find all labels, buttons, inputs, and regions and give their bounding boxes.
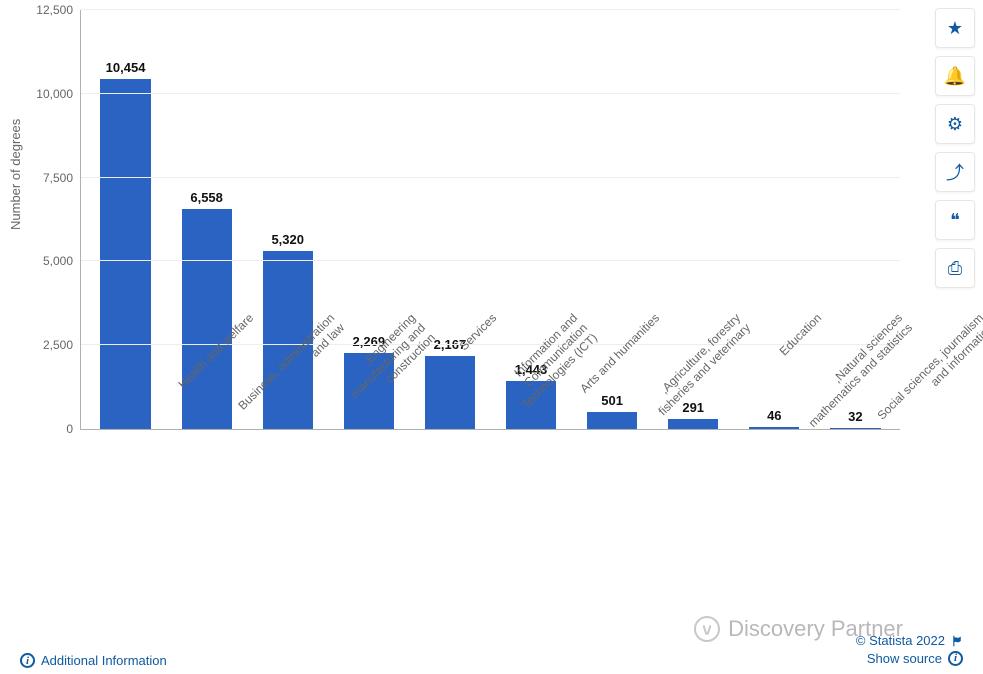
bar[interactable] [182, 209, 232, 429]
y-tick-label: 7,500 [43, 171, 73, 185]
x-label-slot: Business, administration and law [165, 432, 246, 602]
bar-value-label: 501 [601, 393, 623, 408]
x-label-slot: Engineering, manufacturing and construct… [246, 432, 327, 602]
bar-slot: 10,454 [85, 10, 166, 429]
x-label-slot: Information and Communication Technologi… [409, 432, 490, 602]
copyright-line: © Statista 2022 [856, 632, 963, 650]
gridline [81, 177, 900, 178]
x-label-slot: Agriculture, forestry, fisheries and vet… [571, 432, 652, 602]
additional-information-link[interactable]: i Additional Information [20, 653, 167, 668]
print-button[interactable]: ⎙ [935, 248, 975, 288]
y-tick-label: 12,500 [36, 3, 73, 17]
chart-footer: i Additional Information © Statista 2022… [20, 632, 963, 668]
bar-value-label: 32 [848, 409, 862, 424]
info-icon: i [20, 653, 35, 668]
show-source-label: Show source [867, 650, 942, 668]
x-label-slot: Natural sciences, mathematics and statis… [734, 432, 815, 602]
bar-value-label: 10,454 [106, 60, 146, 75]
quote-icon: ❝ [950, 210, 960, 231]
share-button[interactable]: ⤴ [935, 152, 975, 192]
y-axis-title: Number of degrees [8, 119, 23, 230]
favorite-button[interactable]: ★ [935, 8, 975, 48]
notify-button[interactable]: 🔔 [935, 56, 975, 96]
gridline [81, 93, 900, 94]
share-icon: ⤴ [946, 159, 964, 185]
footer-right: © Statista 2022 Show source i [856, 632, 963, 668]
y-tick-label: 5,000 [43, 254, 73, 268]
x-label-slot: Arts and humanities [490, 432, 571, 602]
bar-value-label: 291 [682, 400, 704, 415]
x-axis-labels: Health and welfareBusiness, administrati… [80, 432, 900, 602]
x-label-slot: Health and welfare [84, 432, 165, 602]
gear-icon: ⚙ [947, 114, 963, 135]
y-tick-label: 2,500 [43, 338, 73, 352]
y-tick-label: 10,000 [36, 87, 73, 101]
x-label-slot: Social sciences, journalism and informat… [815, 432, 896, 602]
cite-button[interactable]: ❝ [935, 200, 975, 240]
bar-value-label: 6,558 [190, 190, 223, 205]
bell-icon: 🔔 [944, 66, 966, 87]
additional-information-label: Additional Information [41, 653, 167, 668]
info-icon: i [948, 651, 963, 666]
bar-value-label: 46 [767, 408, 781, 423]
chart-area: Number of degrees 10,4546,5585,3202,2692… [0, 0, 920, 620]
flag-icon [951, 635, 963, 647]
bar-value-label: 5,320 [271, 232, 304, 247]
gridline [81, 344, 900, 345]
copyright-text: © Statista 2022 [856, 632, 945, 650]
x-label-slot: Education [652, 432, 733, 602]
gridline [81, 9, 900, 10]
y-tick-label: 0 [66, 422, 73, 436]
show-source-link[interactable]: Show source i [856, 650, 963, 668]
print-icon: ⎙ [948, 258, 962, 279]
bar[interactable] [100, 79, 150, 429]
chart-toolbar: ★ 🔔 ⚙ ⤴ ❝ ⎙ [935, 8, 975, 288]
star-icon: ★ [947, 18, 963, 39]
settings-button[interactable]: ⚙ [935, 104, 975, 144]
x-label-slot: Services [328, 432, 409, 602]
gridline [81, 260, 900, 261]
